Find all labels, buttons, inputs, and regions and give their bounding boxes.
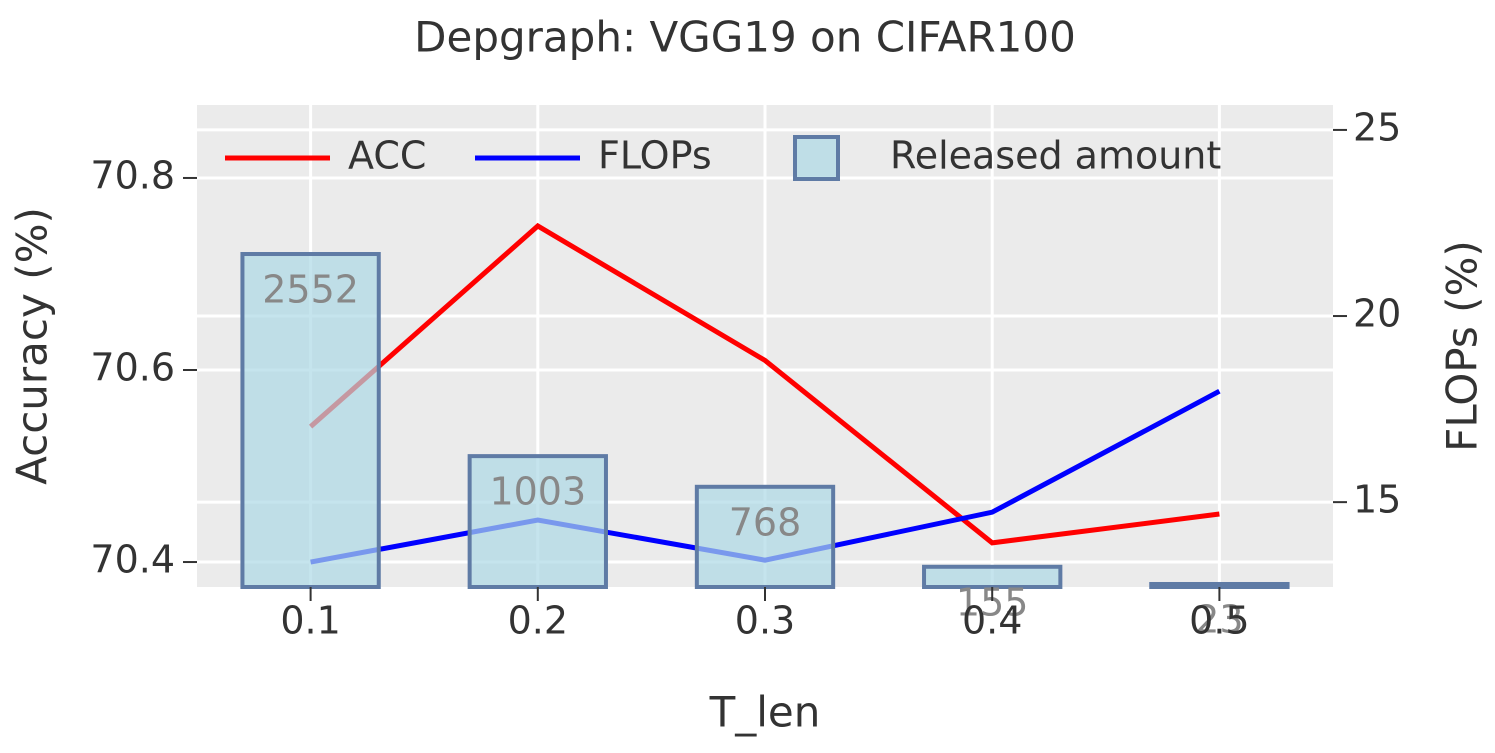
legend-label: FLOPs	[598, 134, 712, 178]
x-axis-label: T_len	[709, 688, 821, 737]
chart-title: Depgraph: VGG19 on CIFAR100	[414, 13, 1076, 62]
y2-tick-label: 25	[1353, 105, 1401, 149]
legend-swatch	[793, 135, 840, 181]
bar-label: 23	[1195, 597, 1243, 641]
line	[308, 222, 1220, 546]
x-tick-label: 0.3	[735, 599, 795, 643]
bar-label: 1003	[489, 470, 586, 514]
bar-label: 2552	[262, 268, 359, 312]
y2-axis-label: FLOPs (%)	[1438, 240, 1487, 452]
y-tick-label: 70.4	[90, 538, 175, 582]
bar-label: 768	[729, 500, 802, 544]
y-tick-label: 70.8	[90, 153, 175, 197]
x-tick-label: 0.2	[508, 599, 568, 643]
legend-label: Released amount	[890, 134, 1221, 178]
y-axis-label: Accuracy (%)	[8, 207, 57, 485]
y-tick-label: 70.6	[90, 346, 175, 390]
legend-label: ACC	[348, 134, 426, 178]
x-tick-label: 0.1	[280, 599, 340, 643]
x-tick-label: 0.4	[962, 599, 1022, 643]
y2-tick-label: 15	[1353, 478, 1401, 522]
bar	[1149, 581, 1290, 589]
x-tick-label: 0.5	[1189, 599, 1249, 643]
y2-tick-label: 20	[1353, 292, 1401, 336]
